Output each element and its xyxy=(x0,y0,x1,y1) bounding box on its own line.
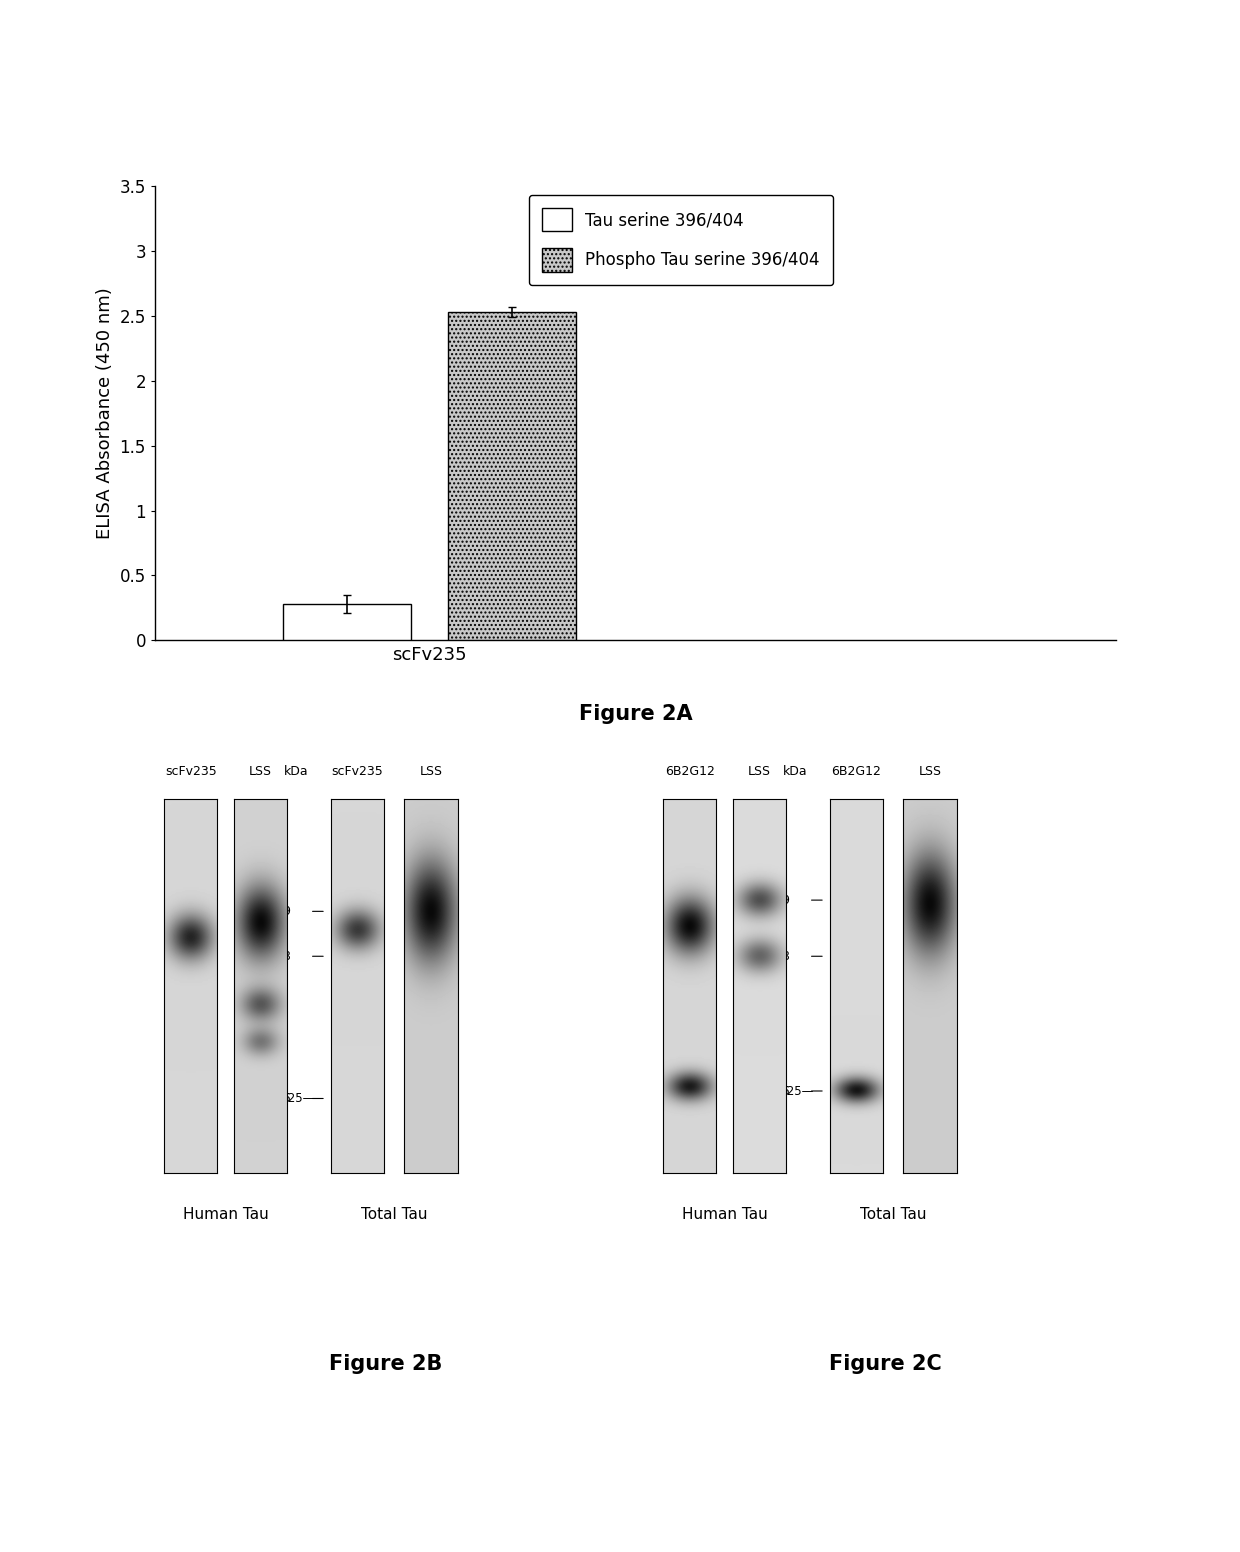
Bar xyxy=(283,604,412,641)
Text: 25: 25 xyxy=(277,1093,291,1105)
Text: 25: 25 xyxy=(775,1085,790,1097)
Text: LSS: LSS xyxy=(919,765,941,778)
Text: Total Tau: Total Tau xyxy=(859,1207,926,1223)
Text: 69: 69 xyxy=(277,905,291,917)
Text: —25—: —25— xyxy=(277,1093,315,1105)
Text: kDa: kDa xyxy=(782,765,807,778)
Text: Human Tau: Human Tau xyxy=(182,1207,268,1223)
Legend: Tau serine 396/404, Phospho Tau serine 396/404: Tau serine 396/404, Phospho Tau serine 3… xyxy=(528,194,833,286)
Text: LSS: LSS xyxy=(419,765,443,778)
Text: LSS: LSS xyxy=(248,765,272,778)
Text: Human Tau: Human Tau xyxy=(682,1207,768,1223)
Text: scFv235: scFv235 xyxy=(165,765,217,778)
Text: 58: 58 xyxy=(775,950,790,962)
Text: Figure 2C: Figure 2C xyxy=(828,1355,941,1375)
Text: Figure 2A: Figure 2A xyxy=(579,705,692,723)
Text: 69: 69 xyxy=(775,894,790,906)
Text: LSS: LSS xyxy=(748,765,770,778)
Text: scFv235: scFv235 xyxy=(331,765,383,778)
Text: Figure 2B: Figure 2B xyxy=(330,1355,443,1375)
Y-axis label: ELISA Absorbance (450 nm): ELISA Absorbance (450 nm) xyxy=(95,287,114,539)
Text: 6B2G12: 6B2G12 xyxy=(831,765,882,778)
Text: 58: 58 xyxy=(277,950,291,962)
Text: Total Tau: Total Tau xyxy=(361,1207,428,1223)
Text: —25—: —25— xyxy=(776,1085,815,1097)
Text: kDa: kDa xyxy=(284,765,309,778)
Text: 6B2G12: 6B2G12 xyxy=(665,765,714,778)
Bar xyxy=(448,312,577,641)
